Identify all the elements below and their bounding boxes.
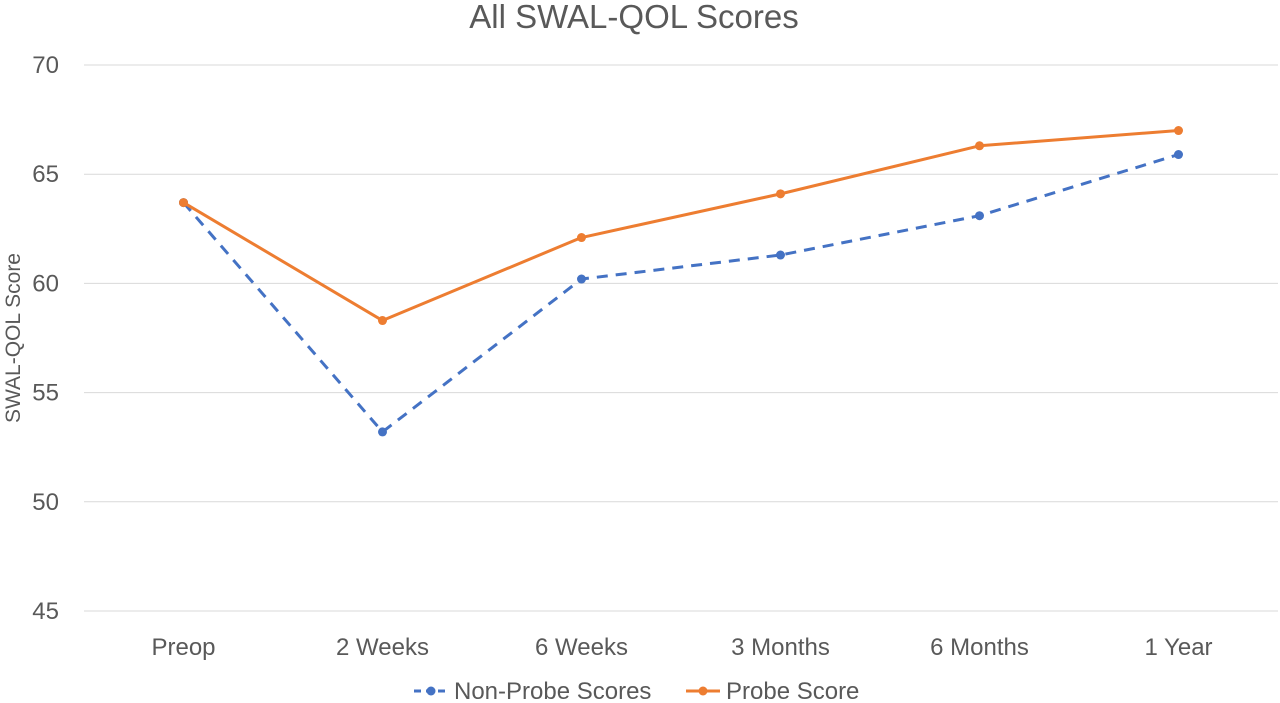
- y-tick-labels: 45 50 55 60 65 70: [32, 52, 59, 625]
- data-point: [975, 141, 984, 151]
- data-point: [378, 427, 387, 437]
- data-point: [1174, 126, 1183, 136]
- gridlines: [84, 64, 1278, 612]
- data-point: [776, 189, 785, 199]
- x-tick-label: 6 Months: [930, 634, 1029, 661]
- data-point: [776, 250, 785, 260]
- series-lines: [179, 126, 1183, 437]
- y-tick-label: 65: [32, 161, 59, 188]
- data-point: [577, 274, 586, 284]
- y-axis-label: SWAL-QOL Score: [2, 253, 25, 423]
- y-tick-label: 60: [32, 270, 59, 297]
- y-tick-label: 55: [32, 380, 59, 407]
- legend-swatch-marker: [698, 686, 708, 696]
- legend-swatch-marker: [426, 686, 436, 696]
- chart-title: All SWAL-QOL Scores: [469, 0, 798, 35]
- y-tick-label: 70: [32, 52, 59, 79]
- x-tick-label: Preop: [151, 634, 215, 661]
- y-tick-label: 50: [32, 489, 59, 516]
- x-tick-labels: Preop 2 Weeks 6 Weeks 3 Months 6 Months 1 Yea…: [151, 634, 1212, 661]
- series-line: [182, 153, 1179, 434]
- legend: Non-Probe Scores Probe Score: [414, 678, 859, 703]
- x-tick-label: 3 Months: [731, 634, 830, 661]
- x-tick-label: 2 Weeks: [336, 634, 429, 661]
- y-tick-label: 45: [32, 598, 59, 625]
- data-point: [179, 198, 188, 208]
- legend-label: Probe Score: [726, 678, 859, 703]
- x-tick-label: 1 Year: [1144, 634, 1212, 661]
- data-point: [1174, 150, 1183, 160]
- data-point: [975, 211, 984, 221]
- legend-label: Non-Probe Scores: [454, 678, 651, 703]
- series-line: [182, 129, 1179, 323]
- x-tick-label: 6 Weeks: [535, 634, 628, 661]
- data-point: [378, 316, 387, 326]
- data-point: [577, 233, 586, 243]
